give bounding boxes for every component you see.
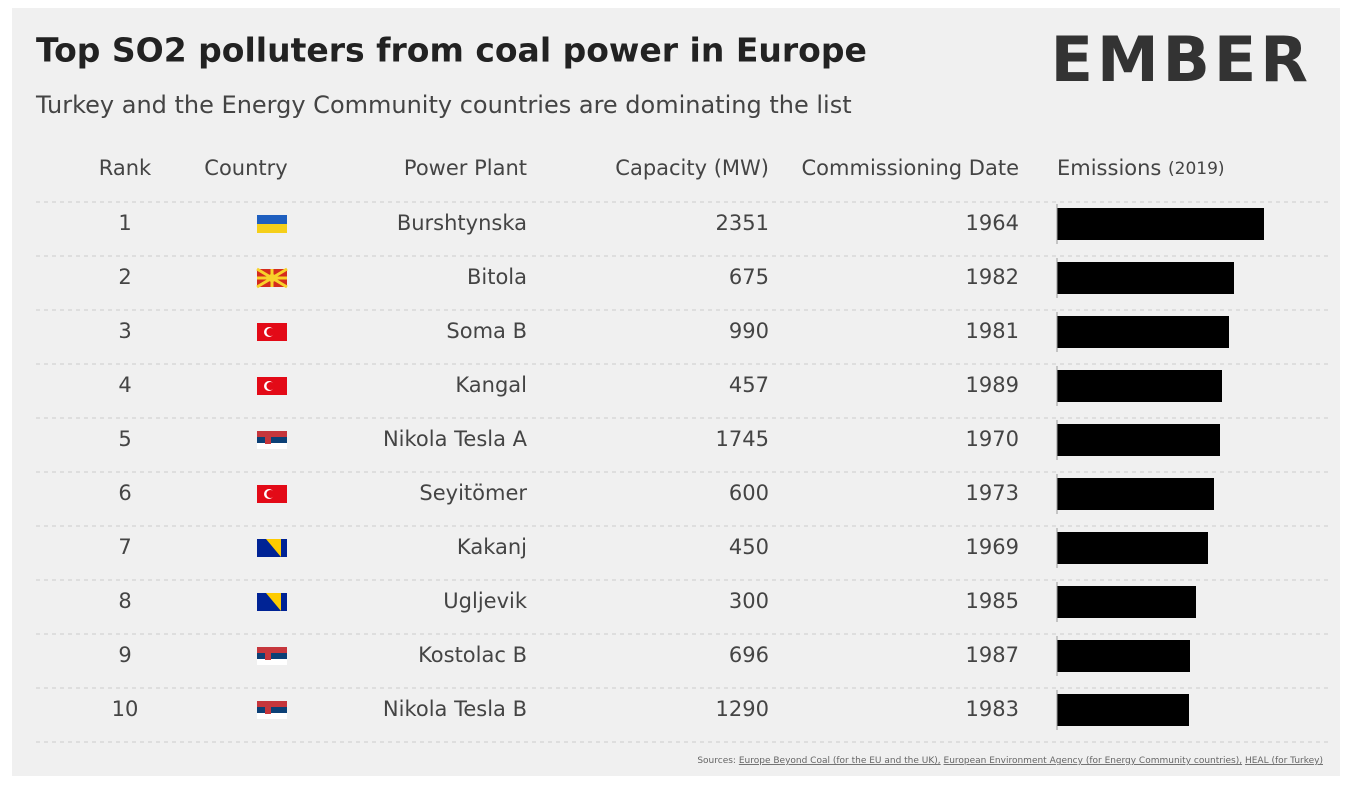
flag-part — [257, 713, 287, 719]
capacity: 696 — [729, 643, 769, 667]
rank: 4 — [118, 373, 131, 397]
flag-part — [266, 593, 281, 611]
commissioning-date: 1981 — [966, 319, 1019, 343]
emissions-bar — [1057, 370, 1222, 402]
flag-part — [265, 434, 271, 444]
power-plant: Kakanj — [457, 535, 527, 559]
flag-part — [257, 215, 287, 224]
rank: 8 — [118, 589, 131, 613]
flag — [257, 377, 287, 395]
commissioning-date: 1969 — [966, 535, 1019, 559]
capacity: 457 — [729, 373, 769, 397]
flag-part — [257, 653, 287, 659]
power-plant: Kostolac B — [418, 643, 527, 667]
commissioning-date: 1987 — [966, 643, 1019, 667]
emissions-bar — [1057, 586, 1196, 618]
title: Top SO2 polluters from coal power in Eur… — [36, 31, 867, 70]
flag-part — [265, 650, 271, 660]
capacity: 1745 — [716, 427, 769, 451]
power-plant: Nikola Tesla B — [383, 697, 527, 721]
column-header: Capacity (MW) — [615, 156, 769, 180]
flag-part — [257, 437, 287, 443]
source-text[interactable]: HEAL (for Turkey) — [1245, 756, 1323, 766]
emissions-bar — [1057, 694, 1189, 726]
flag — [257, 701, 287, 719]
power-plant: Ugljevik — [443, 589, 528, 613]
capacity: 1290 — [716, 697, 769, 721]
power-plant: Seyitömer — [419, 481, 527, 505]
rank: 10 — [112, 697, 139, 721]
emissions-bar — [1057, 262, 1234, 294]
flag-part — [268, 274, 276, 282]
commissioning-date: 1989 — [966, 373, 1019, 397]
emissions-bar — [1057, 316, 1229, 348]
flag-part — [266, 328, 275, 336]
source-text: Sources: — [697, 756, 736, 766]
rank: 9 — [118, 643, 131, 667]
commissioning-date: 1973 — [966, 481, 1019, 505]
capacity: 2351 — [716, 211, 769, 235]
capacity: 450 — [729, 535, 769, 559]
rank: 7 — [118, 535, 131, 559]
source-text[interactable]: European Environment Agency (for Energy … — [944, 756, 1243, 766]
emissions-bar — [1057, 640, 1190, 672]
capacity: 675 — [729, 265, 769, 289]
power-plant: Bitola — [467, 265, 527, 289]
subtitle: Turkey and the Energy Community countrie… — [35, 91, 852, 119]
column-header: Power Plant — [404, 156, 527, 180]
column-header: Rank — [99, 156, 152, 180]
flag — [257, 593, 287, 611]
rank: 5 — [118, 427, 131, 451]
emissions-bar — [1057, 208, 1264, 240]
flag — [257, 539, 287, 557]
power-plant: Burshtynska — [397, 211, 527, 235]
flag — [256, 267, 288, 289]
power-plant: Soma B — [446, 319, 527, 343]
column-header: Emissions — [1057, 156, 1161, 180]
power-plant: Kangal — [455, 373, 527, 397]
commissioning-date: 1964 — [966, 211, 1019, 235]
flag-part — [257, 659, 287, 665]
flag — [257, 431, 287, 449]
logo: EMBER — [1051, 23, 1312, 96]
flag — [257, 485, 287, 503]
flag-part — [257, 431, 287, 437]
flag — [257, 323, 287, 341]
flag-part — [257, 224, 287, 233]
source-text[interactable]: Europe Beyond Coal (for the EU and the U… — [739, 756, 941, 766]
emissions-bar — [1057, 424, 1220, 456]
flag-part — [266, 490, 275, 498]
commissioning-date: 1985 — [966, 589, 1019, 613]
flag — [257, 215, 287, 233]
column-header: Country — [204, 156, 287, 180]
sources: Sources: Europe Beyond Coal (for the EU … — [697, 756, 1323, 766]
rank: 2 — [118, 265, 131, 289]
flag-part — [257, 701, 287, 707]
table: Rank Country Power Plant Capacity (MW) Commi… — [36, 156, 1330, 743]
flag-part — [257, 443, 287, 449]
column-header: (2019) — [1168, 159, 1225, 179]
capacity: 600 — [729, 481, 769, 505]
rank: 1 — [118, 211, 131, 235]
emissions-bar — [1057, 478, 1214, 510]
commissioning-date: 1983 — [966, 697, 1019, 721]
flag — [257, 647, 287, 665]
commissioning-date: 1970 — [966, 427, 1019, 451]
power-plant: Nikola Tesla A — [383, 427, 528, 451]
rank: 6 — [118, 481, 131, 505]
capacity: 990 — [729, 319, 769, 343]
flag-part — [265, 704, 271, 714]
column-header: Commissioning Date — [802, 156, 1019, 180]
flag-part — [257, 707, 287, 713]
flag-part — [266, 539, 281, 557]
flag-part — [266, 382, 275, 390]
flag-part — [257, 647, 287, 653]
capacity: 300 — [729, 589, 769, 613]
emissions-bar — [1057, 532, 1208, 564]
commissioning-date: 1982 — [966, 265, 1019, 289]
rank: 3 — [118, 319, 131, 343]
